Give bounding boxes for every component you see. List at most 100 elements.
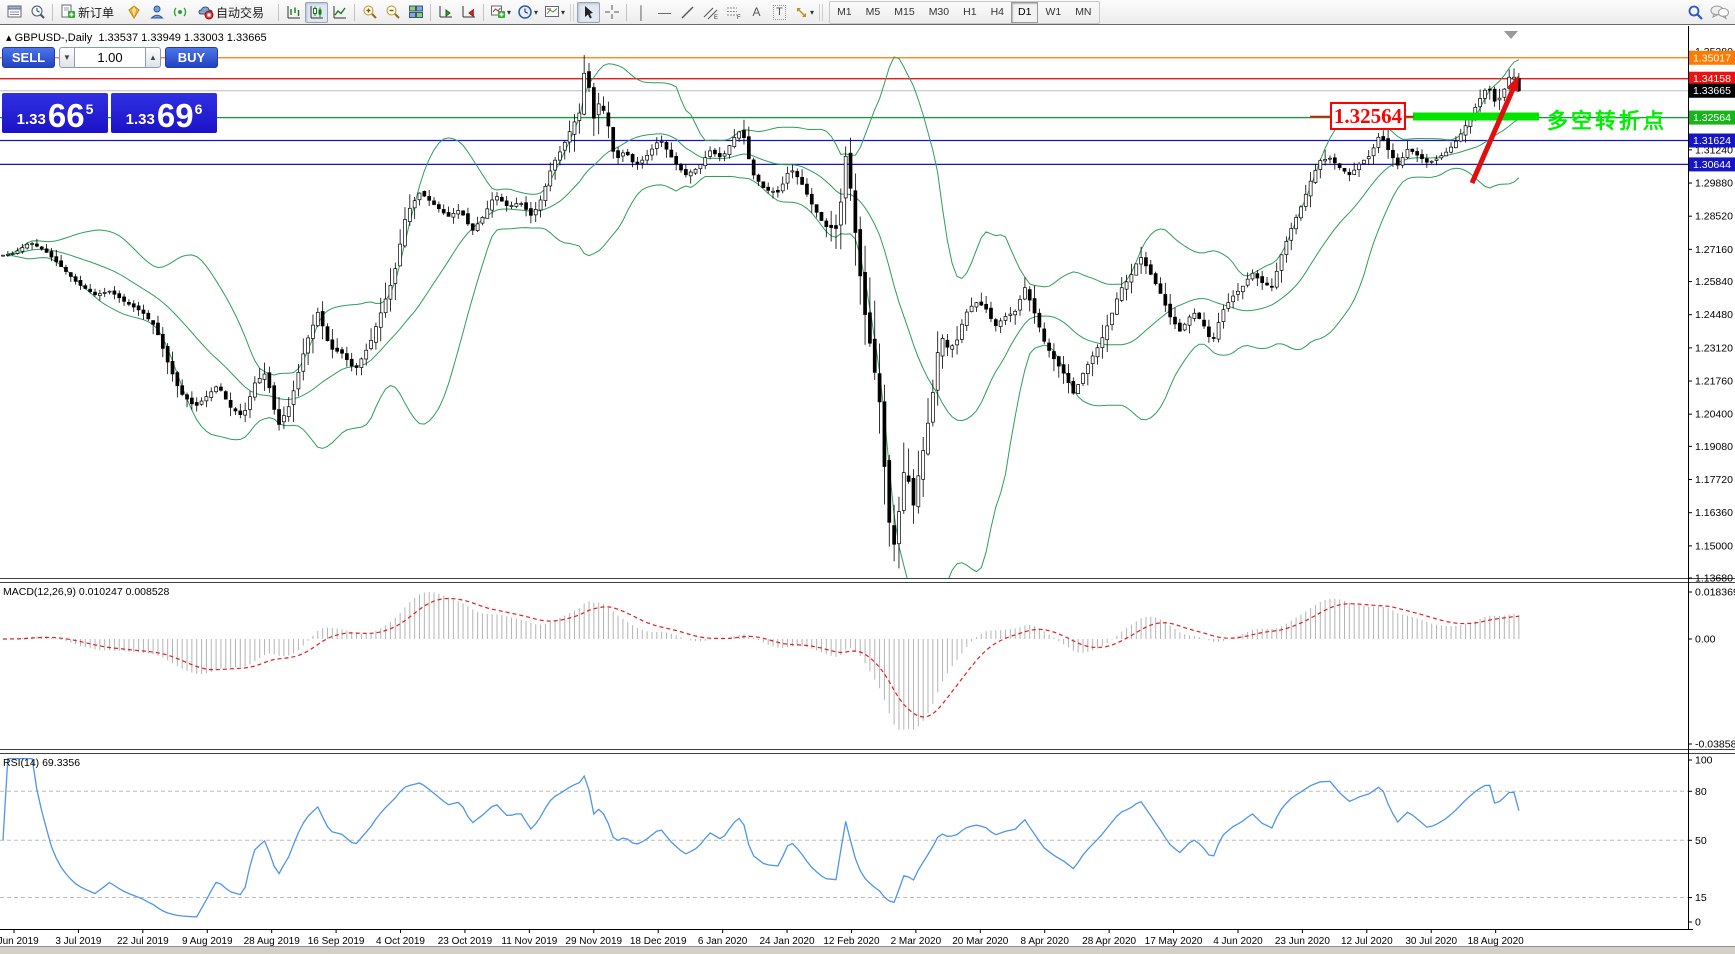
buy-price-quote[interactable]: 1.33 69 6 [111,93,217,133]
zoom-out-button[interactable] [381,2,404,23]
ohlc-values: 1.33537 1.33949 1.33003 1.33665 [98,32,267,44]
svg-text:3 Jul 2019: 3 Jul 2019 [55,936,102,947]
svg-text:50: 50 [1695,835,1707,847]
tab-h1[interactable]: H1 [963,5,977,18]
svg-text:20 Mar 2020: 20 Mar 2020 [952,936,1009,947]
trendline-tool-button[interactable] [676,2,699,23]
sell-price-base: 1.33 [16,111,46,128]
deposit-button[interactable] [122,2,145,23]
vertical-line-tool-button[interactable]: │ [630,2,653,23]
chat-button[interactable] [1707,2,1732,23]
chevron-down-icon: ▼ [63,53,71,62]
community-button[interactable] [145,2,168,23]
svg-text:2 Mar 2020: 2 Mar 2020 [891,936,942,947]
search-button[interactable] [1684,2,1707,23]
macd-pane [3,592,1520,730]
svg-text:29 Nov 2019: 29 Nov 2019 [565,936,622,947]
equidistant-channel-tool-button[interactable]: E [699,2,722,23]
rsi-pane [0,757,1688,918]
volume-decrease-button[interactable]: ▼ [59,47,75,68]
svg-text:16 Sep 2019: 16 Sep 2019 [308,936,365,947]
svg-text:1.17720: 1.17720 [1695,474,1733,486]
toolbar-separator [354,3,355,21]
text-tool-button[interactable]: A [745,2,768,23]
auto-scroll-icon [439,6,452,18]
price-callout-label[interactable]: 1.32564 [1330,102,1406,130]
tab-mn[interactable]: MN [1075,5,1092,18]
bar-chart-button[interactable] [282,2,305,23]
pivot-note-text[interactable]: 多空转折点 [1547,110,1667,133]
svg-text:1.15000: 1.15000 [1695,540,1733,552]
chart-window[interactable]: 1.352801.312401.298801.285201.271601.258… [0,26,1735,954]
volume-increase-button[interactable]: ▲ [145,47,161,68]
svg-text:9 Aug 2019: 9 Aug 2019 [182,936,233,947]
svg-text:8 Apr 2020: 8 Apr 2020 [1021,936,1070,947]
sell-price-point: 5 [85,101,94,117]
line-chart-button[interactable] [328,2,351,23]
template-icon [545,6,560,17]
svg-text:1.34158: 1.34158 [1693,73,1731,85]
lower-band [7,167,1520,578]
chevron-down-icon: ▾ [810,7,815,17]
tab-m1[interactable]: M1 [837,5,852,18]
cursor-icon [584,5,593,18]
svg-text:6 Jan 2020: 6 Jan 2020 [698,936,748,947]
collapse-arrow-icon[interactable]: ▴ [6,32,12,44]
volume-input[interactable] [75,47,145,68]
tab-m5[interactable]: M5 [865,5,881,18]
svg-text:1.33665: 1.33665 [1693,85,1731,97]
tab-d1[interactable]: D1 [1011,1,1039,23]
chart-list-button[interactable] [3,2,26,23]
rsi-line [2,757,1520,918]
autotrading-label: 自动交易 [215,5,264,20]
indicators-button[interactable]: ▾ [487,2,514,23]
svg-text:1.25840: 1.25840 [1695,276,1733,288]
svg-text:1.27160: 1.27160 [1695,244,1733,256]
sell-button[interactable]: SELL [2,47,55,68]
chart-canvas[interactable]: 1.352801.312401.298801.285201.271601.258… [0,26,1735,954]
svg-text:23 Jun 2020: 23 Jun 2020 [1275,936,1330,947]
toolbar-grip [819,3,825,21]
svg-text:15: 15 [1695,892,1707,904]
tab-m30[interactable]: M30 [928,5,950,18]
svg-text:1.35017: 1.35017 [1693,52,1731,64]
upper-band [7,56,1520,376]
candlestick-chart-button[interactable] [305,1,328,23]
chart-shift-button[interactable] [457,2,480,23]
signals-button[interactable] [168,2,191,23]
svg-text:E: E [714,15,718,20]
symbol-period-label: GBPUSD-,Daily [14,32,93,44]
user-icon [149,5,164,19]
svg-text:12 Feb 2020: 12 Feb 2020 [823,936,880,947]
autotrading-button[interactable]: 自动交易 [191,2,275,23]
history-center-button[interactable] [26,2,49,23]
periods-clock-icon [518,5,532,19]
periods-button[interactable]: ▾ [514,2,541,23]
svg-text:1.29880: 1.29880 [1695,178,1733,190]
new-order-button[interactable]: 新订单 [56,2,122,23]
svg-text:1.16360: 1.16360 [1695,507,1733,519]
cursor-tool-button[interactable] [577,1,601,23]
tab-m15[interactable]: M15 [894,5,915,18]
tab-w1[interactable]: W1 [1045,5,1062,18]
auto-scroll-button[interactable] [434,2,457,23]
fibonacci-tool-button[interactable]: F [722,2,745,23]
text-label-tool-button[interactable]: T [768,2,791,23]
horizontal-line-tool-button[interactable]: — [653,2,676,23]
rsi-label: RSI(14) 69.3356 [3,757,81,769]
tab-h4[interactable]: H4 [990,5,1004,18]
svg-text:1.24480: 1.24480 [1695,309,1733,321]
crosshair-tool-button[interactable] [600,2,623,23]
tile-windows-button[interactable] [404,2,427,23]
arrows-tool-button[interactable]: ▾ [791,2,817,23]
zoom-in-button[interactable] [358,2,381,23]
templates-button[interactable]: ▾ [541,2,568,23]
buy-price-point: 6 [194,101,203,117]
sell-price-quote[interactable]: 1.33 66 5 [2,93,108,133]
horizontal-line-icon: — [658,4,672,20]
buy-button[interactable]: BUY [165,47,218,68]
scroll-marker-icon [1504,31,1518,39]
svg-text:1.20400: 1.20400 [1695,409,1733,421]
svg-text:-0.038585: -0.038585 [1695,739,1735,751]
